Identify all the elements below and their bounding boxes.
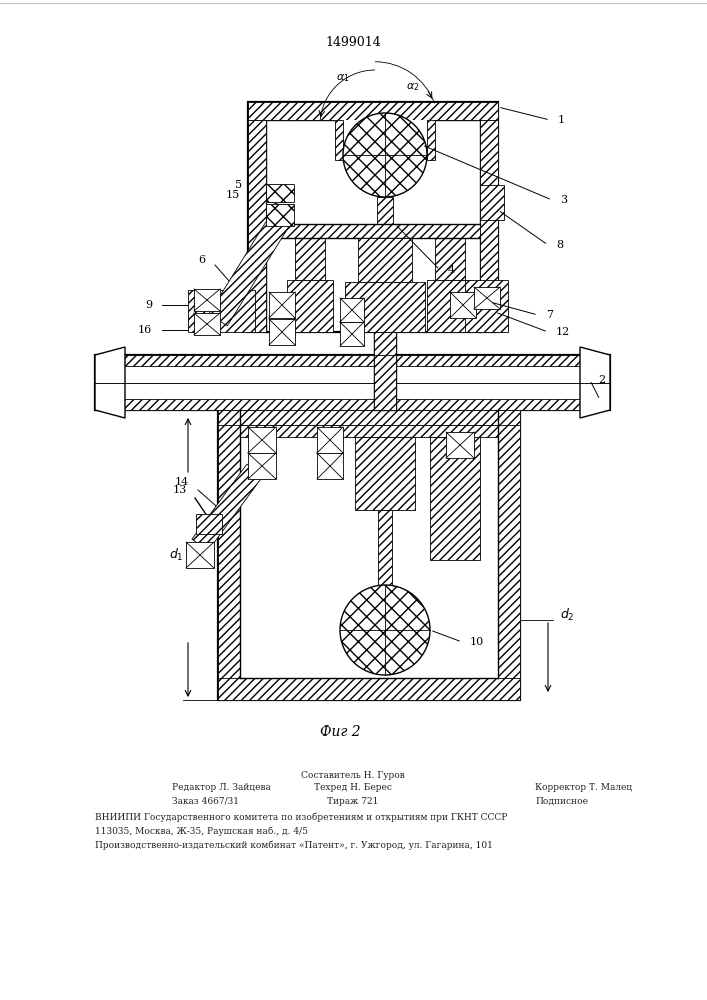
Polygon shape [345,282,425,332]
Polygon shape [248,102,498,332]
Text: 5: 5 [235,180,242,190]
Polygon shape [248,427,276,453]
Polygon shape [335,120,435,155]
Polygon shape [240,425,498,437]
Polygon shape [192,464,263,551]
Polygon shape [465,280,508,332]
Polygon shape [218,410,520,700]
Text: Составитель Н. Гуров: Составитель Н. Гуров [301,770,405,780]
Polygon shape [186,542,214,568]
Polygon shape [480,120,498,332]
Polygon shape [269,292,295,318]
Polygon shape [498,410,520,700]
Text: 6: 6 [198,255,205,265]
Polygon shape [340,322,364,346]
Text: $d_2$: $d_2$ [560,607,575,623]
Text: Заказ 4667/31: Заказ 4667/31 [172,796,239,806]
Text: $\alpha_2$: $\alpha_2$ [407,81,420,93]
Polygon shape [218,410,520,425]
Text: Тираж 721: Тираж 721 [327,796,379,806]
Text: 16: 16 [138,325,152,335]
Polygon shape [269,319,295,345]
Polygon shape [368,238,403,250]
Text: 12: 12 [556,327,571,337]
Polygon shape [435,238,465,280]
Polygon shape [374,355,396,410]
Text: 3: 3 [560,195,567,205]
Polygon shape [358,238,412,282]
Polygon shape [474,287,500,309]
Polygon shape [248,120,266,332]
Polygon shape [355,437,415,510]
Polygon shape [188,290,255,332]
Text: Фиг 2: Фиг 2 [320,725,361,739]
Text: $\alpha_1$: $\alpha_1$ [337,72,350,84]
Polygon shape [194,313,220,335]
Text: 2: 2 [598,375,605,385]
Polygon shape [450,292,476,318]
Polygon shape [317,453,343,479]
Text: Производственно-издательский комбинат «Патент», г. Ужгород, ул. Гагарина, 101: Производственно-издательский комбинат «П… [95,840,493,850]
Polygon shape [209,214,289,326]
Text: 113035, Москва, Ж-35, Раушская наб., д. 4/5: 113035, Москва, Ж-35, Раушская наб., д. … [95,826,308,836]
Polygon shape [266,224,480,238]
Polygon shape [266,204,294,226]
Polygon shape [427,120,435,160]
Text: Техред Н. Берес: Техред Н. Берес [314,782,392,792]
Polygon shape [248,453,276,479]
Text: 15: 15 [226,190,240,200]
Text: 8: 8 [556,240,563,250]
Polygon shape [295,238,325,280]
Polygon shape [377,197,393,250]
Text: Подписное: Подписное [535,796,588,806]
Text: 1499014: 1499014 [325,35,381,48]
Text: 1: 1 [558,115,565,125]
Polygon shape [480,185,504,220]
Polygon shape [95,355,610,410]
Polygon shape [335,120,343,160]
Polygon shape [378,510,392,585]
Text: ВНИИПИ Государственного комитета по изобретениям и открытиям при ГКНТ СССР: ВНИИПИ Государственного комитета по изоб… [95,812,508,822]
Polygon shape [95,347,125,418]
Text: 7: 7 [546,310,553,320]
Text: 9: 9 [145,300,152,310]
Polygon shape [287,280,333,332]
Text: Корректор Т. Малец: Корректор Т. Малец [535,782,632,792]
Polygon shape [95,355,610,366]
Polygon shape [317,427,343,453]
Text: Редактор Л. Зайцева: Редактор Л. Зайцева [172,782,271,792]
Polygon shape [196,514,222,534]
Text: 4: 4 [448,265,455,275]
Polygon shape [340,298,364,322]
Polygon shape [194,289,220,311]
Polygon shape [266,184,294,202]
Text: 14: 14 [175,477,189,487]
Polygon shape [427,280,473,332]
Ellipse shape [343,113,427,197]
Text: $d_1$: $d_1$ [169,547,183,563]
Polygon shape [218,678,520,700]
Polygon shape [95,399,610,410]
Text: 13: 13 [173,485,187,495]
Polygon shape [446,432,474,458]
Polygon shape [374,332,396,410]
Polygon shape [248,102,498,120]
Polygon shape [430,437,480,560]
Ellipse shape [340,585,430,675]
Text: 10: 10 [470,637,484,647]
Polygon shape [580,347,610,418]
Polygon shape [218,410,240,700]
Polygon shape [374,332,396,410]
